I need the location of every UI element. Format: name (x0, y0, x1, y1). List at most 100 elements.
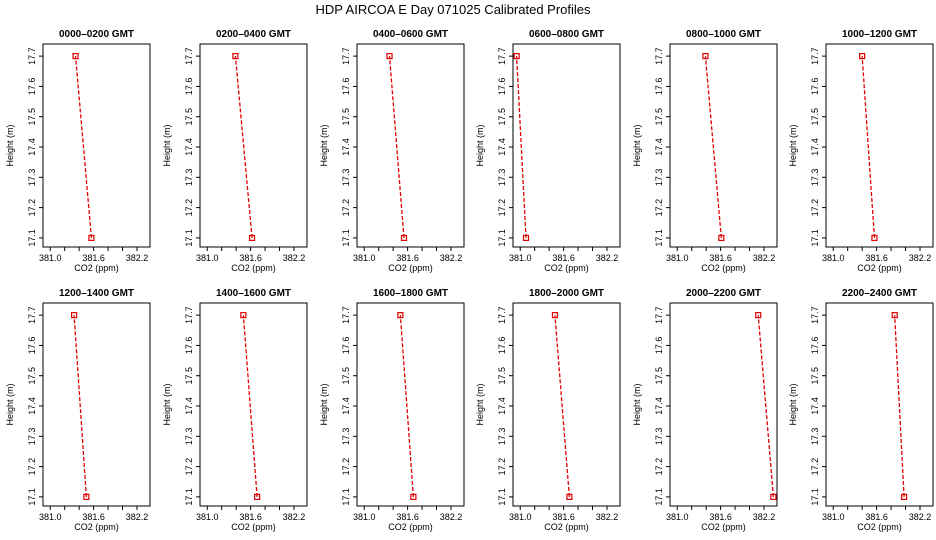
y-tick-label: 17.7 (654, 47, 664, 65)
y-tick-label: 17.6 (184, 337, 194, 355)
profile-point (900, 493, 908, 501)
y-tick-label: 17.1 (654, 488, 664, 506)
x-tick-label: 381.0 (666, 512, 689, 522)
y-tick-label: 17.3 (341, 428, 351, 446)
x-tick-label: 382.2 (753, 253, 776, 263)
panel-11: 2200–2400 GMT 381.0 381.6 382.2 CO2 (ppm) 17.… (788, 288, 934, 532)
x-tick-label: 381.6 (239, 512, 262, 522)
profile-line (399, 315, 415, 497)
x-axis-label: CO2 (ppm) (231, 522, 276, 532)
x-tick-label: 382.2 (596, 512, 619, 522)
y-tick-label: 17.4 (27, 397, 37, 415)
x-tick-label: 381.6 (239, 253, 262, 263)
y-tick-label: 17.1 (810, 229, 820, 247)
y-tick-label: 17.2 (497, 458, 507, 476)
x-tick-label: 382.2 (753, 512, 776, 522)
y-tick-label: 17.5 (27, 367, 37, 385)
y-tick-label: 17.7 (184, 306, 194, 324)
y-tick-label: 17.1 (184, 488, 194, 506)
plot-frame (199, 43, 308, 248)
plot-frame (199, 302, 308, 507)
panel-7: 1400–1600 GMT 381.0 381.6 382.2 CO2 (ppm) 17.… (162, 288, 308, 532)
y-tick-label: 17.2 (341, 458, 351, 476)
y-tick-label: 17.5 (341, 108, 351, 126)
profile-line (515, 56, 527, 238)
y-tick-label: 17.3 (497, 428, 507, 446)
y-axis-label: Height (m) (475, 383, 485, 425)
y-tick-label: 17.5 (497, 108, 507, 126)
y-axis-label: Height (m) (632, 124, 642, 166)
x-tick-label: 381.0 (666, 253, 689, 263)
y-tick-label: 17.2 (184, 199, 194, 217)
x-tick-label: 381.0 (353, 512, 376, 522)
y-axis-label: Height (m) (162, 383, 172, 425)
y-tick-label: 17.7 (341, 306, 351, 324)
profile-point (551, 312, 559, 319)
panel-5: 1000–1200 GMT 381.0 381.6 382.2 CO2 (ppm) 17.… (788, 29, 934, 273)
y-tick-label: 17.2 (27, 458, 37, 476)
panel-1: 0200–0400 GMT 381.0 381.6 382.2 CO2 (ppm) 17.… (162, 29, 308, 273)
y-tick-label: 17.6 (810, 78, 820, 96)
x-tick-label: 381.0 (822, 253, 845, 263)
profile-line (894, 315, 905, 497)
profile-point (891, 312, 898, 319)
plot-frame (356, 302, 465, 507)
plot-frame (512, 43, 621, 248)
profile-line (388, 56, 405, 238)
y-axis-label: Height (m) (632, 383, 642, 425)
plot-frame (42, 302, 151, 507)
y-tick-label: 17.2 (184, 458, 194, 476)
y-tick-label: 17.3 (810, 428, 820, 446)
plot-frame (825, 302, 934, 507)
x-axis-label: CO2 (ppm) (74, 263, 119, 273)
y-axis-label: Height (m) (788, 383, 798, 425)
x-tick-label: 381.6 (396, 253, 419, 263)
y-tick-label: 17.6 (810, 337, 820, 355)
x-axis-label: CO2 (ppm) (544, 522, 589, 532)
panel-title: 2200–2400 GMT (842, 288, 917, 299)
y-tick-label: 17.2 (654, 458, 664, 476)
profile-point (400, 234, 408, 242)
y-tick-label: 17.2 (27, 199, 37, 217)
x-tick-label: 382.2 (596, 253, 619, 263)
panel-0: 0000–0200 GMT 381.0 381.6 382.2 CO2 (ppm) 17.… (5, 29, 151, 273)
plot-frame (512, 302, 621, 507)
panel-title: 0200–0400 GMT (216, 29, 291, 40)
profile-point (513, 53, 520, 60)
x-tick-label: 381.6 (82, 512, 105, 522)
y-tick-label: 17.6 (27, 337, 37, 355)
x-tick-label: 381.6 (709, 253, 732, 263)
y-axis-label: Height (m) (788, 124, 798, 166)
x-axis-label: CO2 (ppm) (74, 522, 119, 532)
panel-4: 0800–1000 GMT 381.0 381.6 382.2 CO2 (ppm) 17.… (632, 29, 778, 273)
panel-title: 1000–1200 GMT (842, 29, 917, 40)
figure-title: HDP AIRCOA E Day 071025 Calibrated Profi… (315, 2, 591, 17)
x-tick-label: 381.6 (865, 512, 888, 522)
y-tick-label: 17.3 (654, 169, 664, 187)
y-tick-label: 17.1 (184, 229, 194, 247)
y-tick-label: 17.3 (184, 428, 194, 446)
x-tick-label: 382.2 (440, 253, 463, 263)
y-tick-label: 17.6 (184, 78, 194, 96)
y-tick-label: 17.1 (341, 229, 351, 247)
plot-frame (669, 43, 778, 248)
panel-3: 0600–0800 GMT 381.0 381.6 382.2 CO2 (ppm) 17.… (475, 29, 621, 273)
y-tick-label: 17.6 (341, 78, 351, 96)
y-tick-label: 17.3 (497, 169, 507, 187)
profile-point (232, 53, 239, 60)
profile-point (397, 312, 404, 319)
y-tick-label: 17.3 (810, 169, 820, 187)
profile-point (72, 53, 79, 60)
profile-point (871, 234, 878, 242)
panel-title: 0600–0800 GMT (529, 29, 604, 40)
y-tick-label: 17.7 (497, 47, 507, 65)
y-tick-label: 17.6 (654, 78, 664, 96)
y-tick-label: 17.1 (810, 488, 820, 506)
profile-point (240, 312, 247, 319)
profile-point (254, 493, 261, 501)
y-tick-label: 17.1 (654, 229, 664, 247)
y-axis-label: Height (m) (319, 124, 329, 166)
x-axis-label: CO2 (ppm) (857, 522, 902, 532)
profile-line (861, 56, 876, 238)
x-tick-label: 381.0 (196, 512, 219, 522)
